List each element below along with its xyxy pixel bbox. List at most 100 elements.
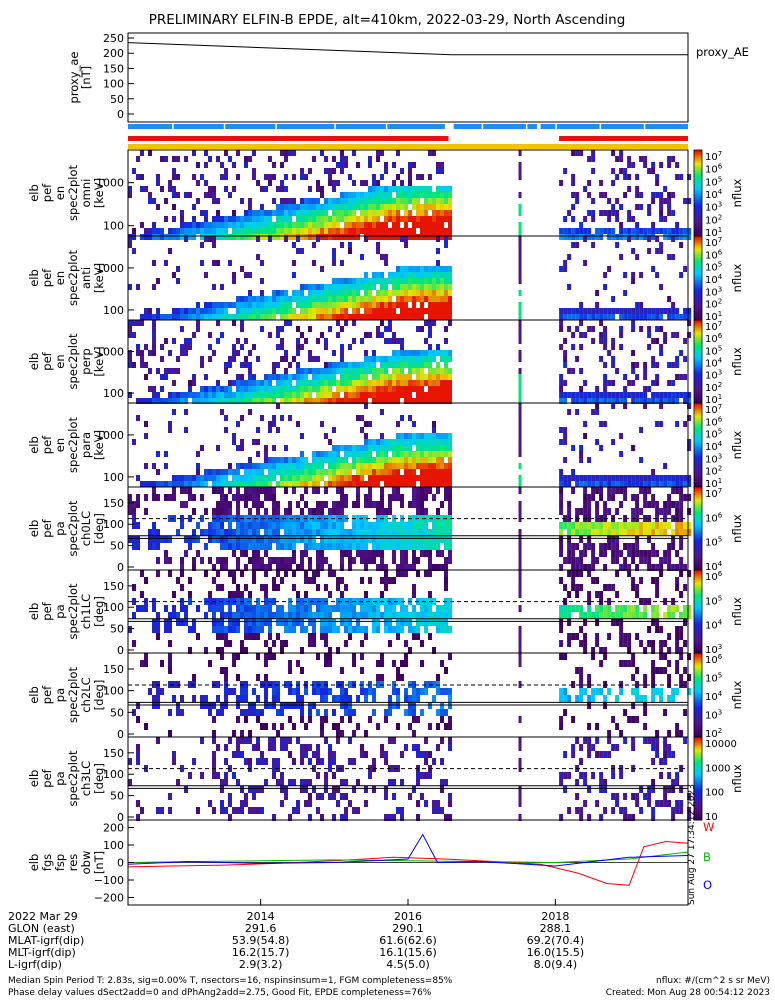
en-omni-cell [216,222,220,228]
en-perp-cell [623,374,628,380]
en-perp-cell [316,380,320,386]
en-anti-cell [212,260,216,266]
en-para-cell [260,475,264,481]
en-omni-cell [188,234,192,240]
pa-ch2-cell [300,695,304,702]
en-omni-cell [428,174,432,180]
pa-ch2-cell [352,653,356,660]
en-anti-cell [659,284,664,290]
pa-ch1-cell [360,626,364,633]
en-perp-cell [440,374,444,380]
en-anti-cell [440,290,444,296]
pa-ch0-cell [559,564,564,571]
en-para-cell [272,475,276,481]
pa-ch1-cell [308,612,312,619]
pa-ch0-cell [567,550,572,557]
pa-ch0-cell [308,522,312,529]
en-omni-cell [428,150,432,156]
en-para-cell [364,469,368,475]
pa-ch1-cell [384,626,388,633]
pa-ch2-cell [300,702,304,709]
en-para-cell [320,457,324,463]
en-perp-cell [412,368,416,374]
en-para-cell [340,445,344,451]
en-perp-cell [172,368,176,374]
en-anti-cell [300,302,304,308]
en-anti-cell [384,314,388,320]
en-perp-cell [571,392,576,398]
pa-ch0-cell [164,536,168,543]
en-omni-cell [631,234,636,240]
pa-ch1-cell [518,640,522,647]
pa-ch0-cell [228,529,232,536]
pa-ch2-cell [603,702,608,709]
en-perp-cell [332,362,336,368]
en-anti-cell [675,314,680,320]
pa-ch2-cell [140,660,144,667]
en-anti-cell [518,254,522,260]
pa-ch1-cell [152,598,156,605]
pa-ch1-cell [404,640,408,647]
en-omni-cell [416,234,420,240]
pa-ch0-cell [432,515,436,522]
pa-ch0-cell [559,550,564,557]
pa-ch1-cell [332,605,336,612]
en-para-cell [252,439,256,445]
en-perp-cell [619,344,624,350]
en-omni-cell [172,168,176,174]
pa-ch0-cell [679,508,684,515]
en-perp-cell [420,362,424,368]
en-para-cell [236,421,240,427]
en-perp-cell [268,398,272,404]
en-omni-cell [667,204,672,210]
pa-ch0-cell [675,550,680,557]
en-para-colorbar-swatch [694,447,702,450]
en-omni-cell [591,216,596,222]
pa-ch1-cell [639,640,644,647]
en-para-cell [256,475,260,481]
pa-ch2-cell [136,702,140,709]
pa-ch0-cell [619,529,624,536]
pa-ch2-cell [356,695,360,702]
pa-ch1-cell [518,626,522,633]
pa-ch0-cell [687,529,692,536]
pa-ch2-cell [316,681,320,688]
en-omni-cell [412,216,416,222]
en-perp-cell [352,398,356,404]
pa-ch2-cell [324,716,328,723]
en-omni-cell [164,234,168,240]
pa-ch0-cell [292,487,296,494]
en-perp-cell [444,368,448,374]
pa-ch1-cell [380,577,384,584]
en-omni-cell [276,210,280,216]
en-perp-cell [140,356,144,362]
pa-ch0-cell [436,487,440,494]
pa-ch1-cell [368,612,372,619]
en-perp-cell [356,386,360,392]
pa-ch2-cell [144,723,148,730]
en-para-cell [436,475,440,481]
en-perp-cell [559,380,564,386]
pa-ch2-cell [260,681,264,688]
en-omni-cell [420,204,424,210]
en-perp-cell [647,326,652,332]
en-anti-cell [384,278,388,284]
pa-ch2-cell [667,674,672,681]
en-para-cell [583,481,588,487]
pa-ch2-cell [667,695,672,702]
pa-ch0-cell [212,564,216,571]
pa-ch0-colorbar-swatch [694,505,702,509]
en-perp-cell [396,374,400,380]
en-perp-cell [276,380,280,386]
pa-ch0-cell [208,536,212,543]
en-anti-cell [675,308,680,314]
pa-ch2-cell [384,709,388,716]
pa-ch1-cell [651,612,656,619]
en-perp-cell [591,326,596,332]
en-perp-cell [412,356,416,362]
en-anti-cell [563,266,568,272]
en-para-cell [344,481,348,487]
pa-ch0-cell [236,557,240,564]
en-perp-cell [272,362,276,368]
en-para-cell [408,481,412,487]
